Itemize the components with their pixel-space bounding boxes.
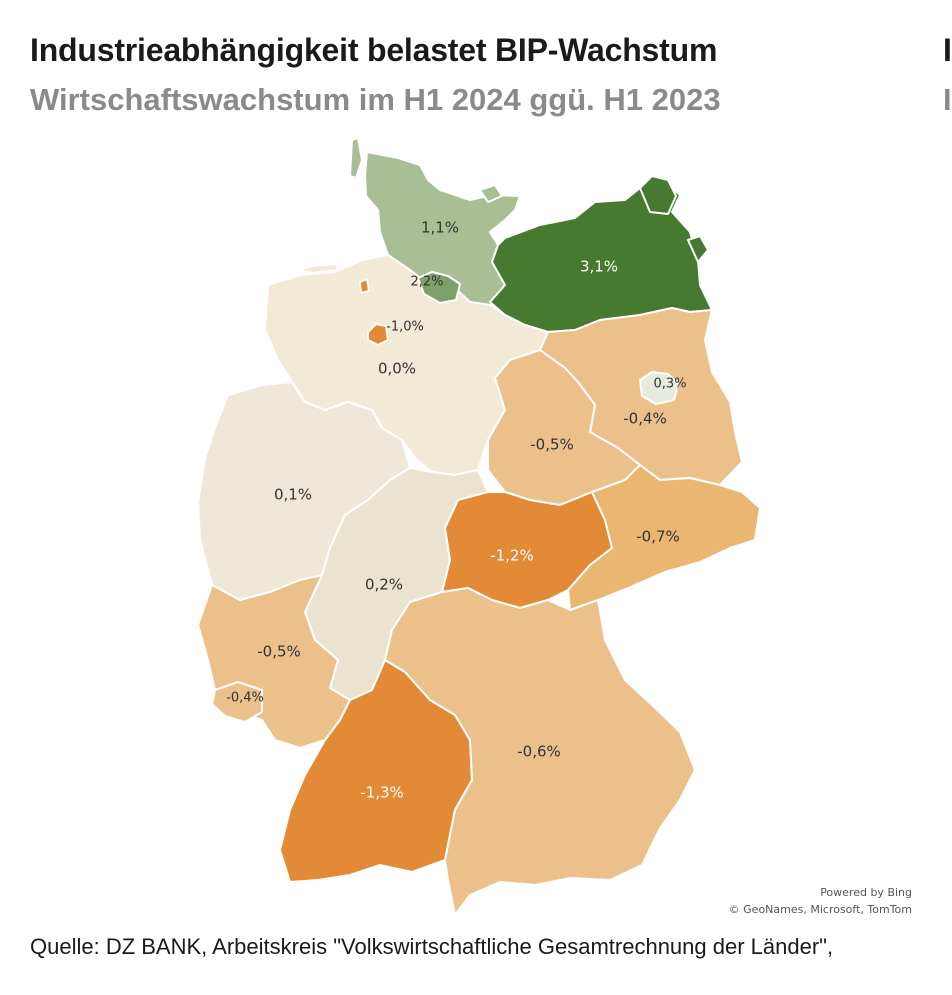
- label-baden-wuerttemberg: -1,3%: [360, 784, 404, 802]
- label-mecklenburg-vorpommern: 3,1%: [580, 258, 618, 276]
- label-bayern: -0,6%: [517, 743, 561, 761]
- label-schleswig-holstein: 1,1%: [421, 219, 459, 237]
- label-sachsen: -0,7%: [636, 528, 680, 546]
- label-hessen: 0,2%: [365, 576, 403, 594]
- island-ruegen: [639, 175, 677, 215]
- label-berlin: 0,3%: [653, 377, 686, 392]
- region-sachsen[interactable]: [567, 464, 761, 611]
- label-nordrhein-westfalen: 0,1%: [274, 486, 312, 504]
- map-title: Industrieabhängigkeit belastet BIP-Wachs…: [30, 32, 718, 68]
- islands-east-frisian: [297, 263, 339, 274]
- island-sylt: [349, 137, 363, 179]
- region-saarland[interactable]: [211, 681, 263, 723]
- label-saarland: -0,4%: [226, 691, 264, 706]
- cut-off-subtitle-fragment: I: [943, 82, 952, 117]
- map-subtitle: Wirtschaftswachstum im H1 2024 ggü. H1 2…: [30, 82, 721, 117]
- source-note: Quelle: DZ BANK, Arbeitskreis "Volkswirt…: [30, 934, 834, 959]
- region-berlin[interactable]: [639, 371, 679, 405]
- attribution-copyright: © GeoNames, Microsoft, TomTom: [728, 903, 912, 916]
- label-rheinland-pfalz: -0,5%: [257, 643, 301, 661]
- map-attribution: Powered by Bing © GeoNames, Microsoft, T…: [729, 884, 912, 918]
- region-bayern[interactable]: [384, 587, 696, 916]
- label-sachsen-anhalt: -0,5%: [530, 436, 574, 454]
- label-hamburg: 2,2%: [410, 275, 443, 290]
- island-usedom: [687, 235, 709, 263]
- region-thueringen[interactable]: [441, 491, 613, 609]
- region-bremen[interactable]: [367, 323, 389, 346]
- island-fehmarn: [479, 184, 503, 203]
- region-hamburg[interactable]: [417, 271, 461, 304]
- label-bremen: -1,0%: [386, 320, 424, 335]
- attribution-powered-by: Powered by Bing: [820, 886, 912, 899]
- label-niedersachsen: 0,0%: [378, 360, 416, 378]
- region-bremerhaven[interactable]: [359, 278, 370, 294]
- label-thueringen: -1,2%: [490, 547, 534, 565]
- label-brandenburg: -0,4%: [623, 410, 667, 428]
- cut-off-title-fragment: I: [943, 32, 952, 68]
